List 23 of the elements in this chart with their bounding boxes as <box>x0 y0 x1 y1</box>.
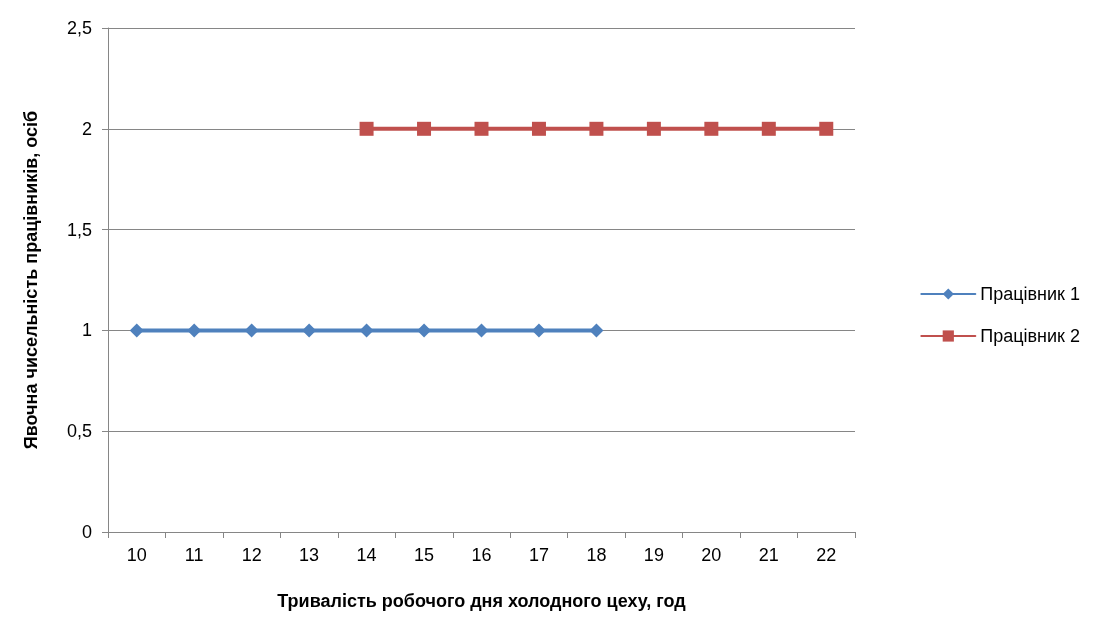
y-axis-title: Явочна чисельність працівників, осіб <box>21 110 41 450</box>
x-tick-label: 12 <box>241 545 262 565</box>
x-tick-label: 22 <box>816 545 837 565</box>
x-tick-label: 16 <box>471 545 492 565</box>
y-tick-label: 0 <box>81 522 92 542</box>
x-tick-label: 21 <box>758 545 779 565</box>
y-tick-label: 1,5 <box>66 219 92 240</box>
x-tick-label: 19 <box>643 545 664 565</box>
x-tick-label: 15 <box>414 545 435 565</box>
legend-label: Працівник 1 <box>980 284 1081 304</box>
y-tick-label: 2,5 <box>66 18 92 38</box>
x-axis-title: Тривалість робочого дня холодного цеху, год <box>277 591 687 611</box>
x-tick-label: 17 <box>528 545 549 565</box>
x-tick-label: 10 <box>126 545 147 565</box>
x-tick-label: 14 <box>356 545 377 565</box>
legend-label: Працівник 2 <box>980 326 1081 346</box>
y-tick-label: 2 <box>81 118 92 139</box>
x-tick-label: 18 <box>586 545 607 565</box>
x-tick-label: 13 <box>299 545 320 565</box>
x-tick-label: 11 <box>184 545 204 565</box>
x-tick-label: 20 <box>701 545 722 565</box>
y-tick-label: 1 <box>81 320 92 341</box>
y-tick-label: 0,5 <box>66 421 92 442</box>
